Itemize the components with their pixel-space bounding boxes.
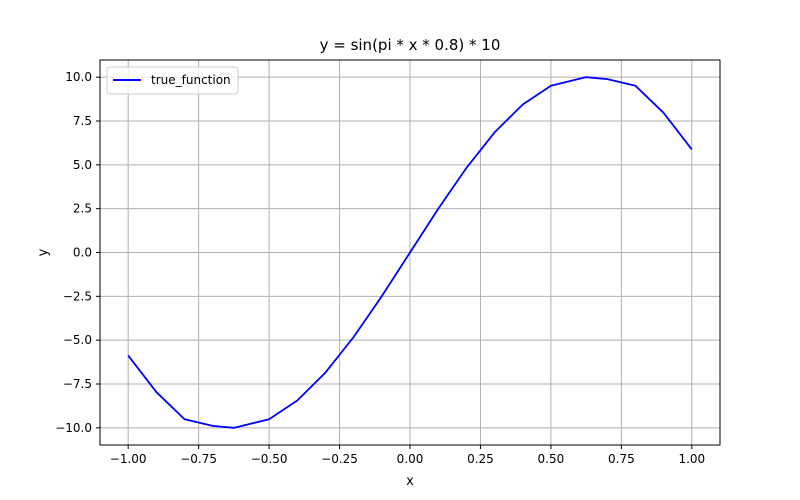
x-axis-label: x — [406, 474, 414, 489]
y-tick-label: 0.0 — [73, 246, 92, 260]
ticks: −1.00 −0.75 −0.50 −0.25 0.00 0.25 0.50 0.75 1.00… — [55, 70, 705, 466]
x-tick-label: −0.50 — [251, 452, 288, 466]
x-tick-label: 0.25 — [467, 452, 494, 466]
x-tick-label: −1.00 — [110, 452, 147, 466]
y-tick-label: 5.0 — [73, 158, 92, 172]
x-tick-label: −0.25 — [321, 452, 358, 466]
x-tick-label: 0.00 — [397, 452, 424, 466]
y-axis-label: y — [36, 248, 51, 256]
legend-box — [106, 66, 239, 95]
chart-title: y = sin(pi * x * 0.8) * 10 — [320, 36, 501, 54]
y-tick-label: −7.5 — [63, 377, 92, 391]
x-tick-label: 0.50 — [538, 452, 565, 466]
x-tick-label: 0.75 — [608, 452, 635, 466]
y-tick-label: 10.0 — [65, 70, 92, 84]
legend: true_function — [106, 66, 239, 95]
series-line-true-function — [127, 76, 693, 429]
x-tick-label: 1.00 — [678, 452, 705, 466]
y-tick-label: −2.5 — [63, 289, 92, 303]
y-tick-label: −5.0 — [63, 333, 92, 347]
y-tick-label: 7.5 — [73, 114, 92, 128]
y-tick-label: 2.5 — [73, 202, 92, 216]
x-tick-label: −0.75 — [180, 452, 217, 466]
legend-label: true_function — [151, 73, 231, 87]
y-tick-label: −10.0 — [55, 421, 92, 435]
series-layer — [127, 76, 693, 429]
